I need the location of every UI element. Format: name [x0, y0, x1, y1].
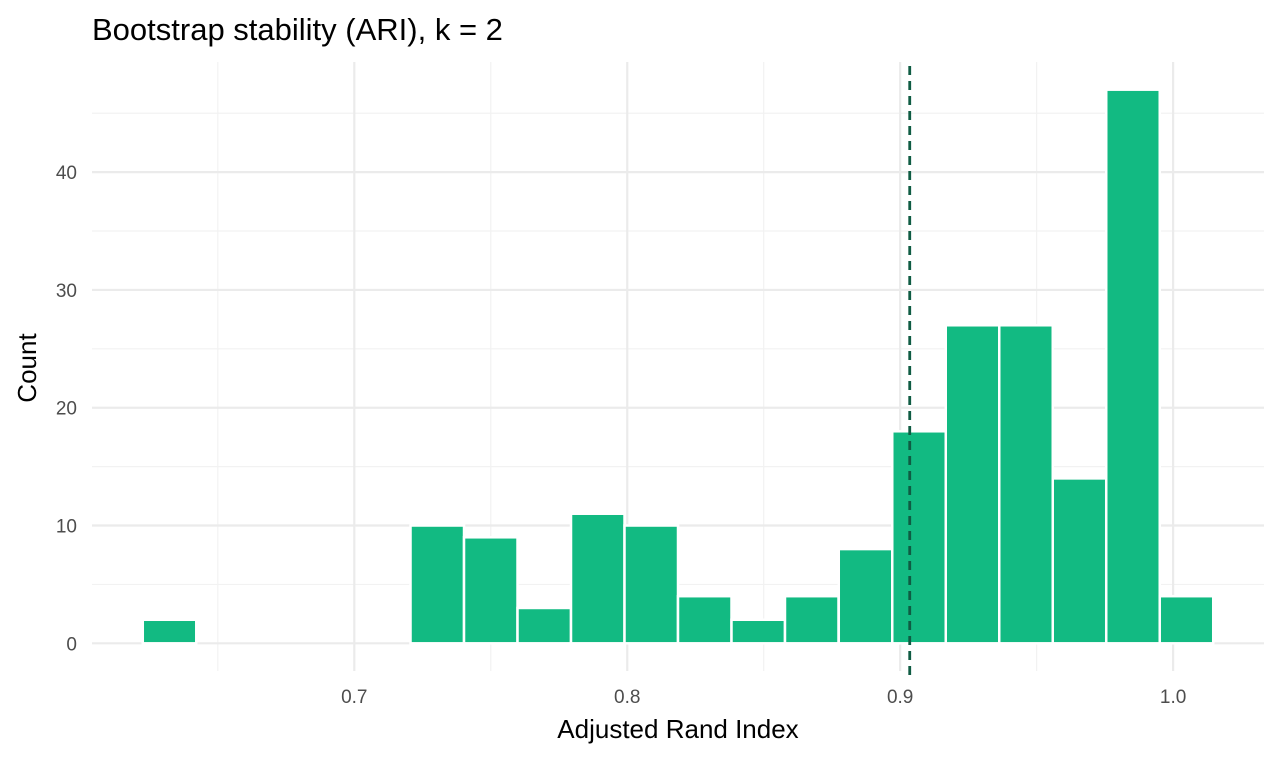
histogram-bar-1	[409, 524, 466, 645]
y-tick-label-1: 10	[56, 517, 77, 538]
y-tick-label-2: 20	[56, 399, 77, 420]
histogram-bar-14	[1104, 88, 1161, 645]
y-tick-label-4: 40	[56, 163, 77, 184]
histogram-bar-10	[891, 430, 948, 645]
histogram-bar-5	[623, 524, 680, 645]
x-tick-label-0: 0.7	[341, 687, 367, 708]
histogram-bar-0	[141, 618, 198, 645]
histogram-bar-4	[569, 512, 626, 645]
x-tick-label-1: 0.8	[614, 687, 640, 708]
histogram-bar-13	[1051, 477, 1108, 645]
histogram-bar-12	[997, 324, 1054, 645]
y-tick-label-0: 0	[66, 634, 77, 655]
histogram-bar-2	[462, 536, 519, 645]
bars	[141, 88, 1215, 645]
histogram-bar-3	[516, 606, 573, 645]
y-axis-title: Count	[12, 333, 42, 403]
x-tick-label-3: 1.0	[1160, 687, 1186, 708]
histogram-bar-9	[837, 547, 894, 645]
x-axis-title: Adjusted Rand Index	[557, 714, 798, 744]
histogram-bar-11	[944, 324, 1001, 645]
chart-title: Bootstrap stability (ARI), k = 2	[92, 12, 503, 47]
histogram-bar-7	[730, 618, 787, 645]
y-axis-ticks: 0 10 20 30 40	[56, 163, 77, 655]
histogram-bar-15	[1158, 594, 1215, 645]
x-axis-ticks: 0.7 0.8 0.9 1.0	[341, 687, 1186, 708]
x-tick-label-2: 0.9	[887, 687, 913, 708]
y-tick-label-3: 30	[56, 281, 77, 302]
histogram-bar-8	[783, 594, 840, 645]
histogram-bar-6	[676, 594, 733, 645]
